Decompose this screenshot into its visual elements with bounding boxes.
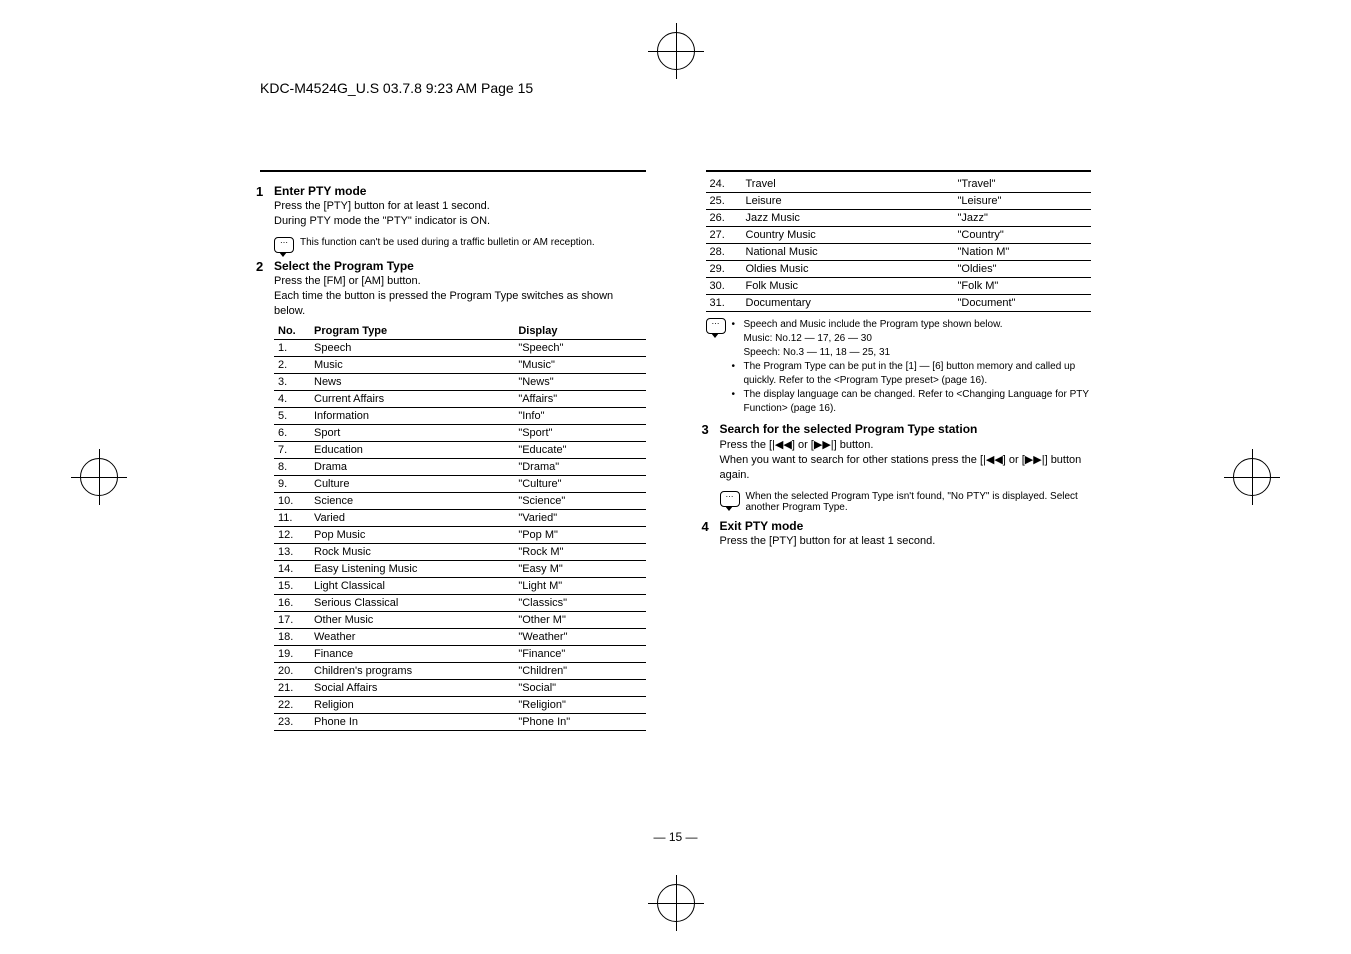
table-row: 27.Country Music"Country" <box>706 227 1092 244</box>
step-3-title: Search for the selected Program Type sta… <box>720 422 1092 436</box>
step-3-body: When you want to search for other statio… <box>720 453 1092 483</box>
step-4-title: Exit PTY mode <box>720 519 1092 533</box>
step-3-number: 3 <box>702 422 709 437</box>
table-row: 22.Religion"Religion" <box>274 696 646 713</box>
step-4: 4 Exit PTY mode Press the [PTY] button f… <box>706 519 1092 547</box>
table-row: 11.Varied"Varied" <box>274 509 646 526</box>
note-b3: The display language can be changed. Ref… <box>744 388 1092 416</box>
step-1: 1 Enter PTY mode Press the [PTY] button … <box>260 184 646 229</box>
step-1-note: ⋯ This function can't be used during a t… <box>274 237 646 253</box>
step-2-title: Select the Program Type <box>274 259 646 273</box>
step-3-note-text: When the selected Program Type isn't fou… <box>746 491 1092 513</box>
crop-mark-bottom <box>657 884 695 922</box>
table-row: 7.Education"Educate" <box>274 441 646 458</box>
note-b1: Speech and Music include the Program typ… <box>744 318 1003 332</box>
program-type-table-left: No. Program Type Display 1.Speech"Speech… <box>274 323 646 731</box>
table-row: 17.Other Music"Other M" <box>274 611 646 628</box>
table-row: 26.Jazz Music"Jazz" <box>706 210 1092 227</box>
table-row: 14.Easy Listening Music"Easy M" <box>274 560 646 577</box>
crop-mark-right <box>1233 458 1271 496</box>
table-row: 25.Leisure"Leisure" <box>706 193 1092 210</box>
table-row: 19.Finance"Finance" <box>274 645 646 662</box>
note-b1b: Speech: No.3 — 11, 18 — 25, 31 <box>732 346 1092 360</box>
th-no: No. <box>274 323 310 340</box>
note-b1a: Music: No.12 — 17, 26 — 30 <box>732 332 1092 346</box>
table-row: 6.Sport"Sport" <box>274 424 646 441</box>
step-1-body: During PTY mode the "PTY" indicator is O… <box>274 214 646 229</box>
right-notes-text: •Speech and Music include the Program ty… <box>732 318 1092 416</box>
step-4-number: 4 <box>702 519 709 534</box>
step-2: 2 Select the Program Type Press the [FM]… <box>260 259 646 731</box>
table-row: 1.Speech"Speech" <box>274 339 646 356</box>
page-number: — 15 — <box>653 830 697 844</box>
th-display: Display <box>514 323 645 340</box>
table-row: 15.Light Classical"Light M" <box>274 577 646 594</box>
table-row: 24.Travel"Travel" <box>706 176 1092 193</box>
step-1-sub: Press the [PTY] button for at least 1 se… <box>274 200 646 212</box>
step-2-body: Each time the button is pressed the Prog… <box>274 289 646 319</box>
table-row: 9.Culture"Culture" <box>274 475 646 492</box>
step-1-note-text: This function can't be used during a tra… <box>300 237 595 248</box>
step-3-sub: Press the [|◀◀] or [▶▶|] button. <box>720 438 1092 451</box>
step-1-title: Enter PTY mode <box>274 184 646 198</box>
table-row: 20.Children's programs"Children" <box>274 662 646 679</box>
th-pt: Program Type <box>310 323 514 340</box>
page-content: 1 Enter PTY mode Press the [PTY] button … <box>260 170 1091 810</box>
note-b2: The Program Type can be put in the [1] —… <box>744 360 1092 388</box>
table-row: 28.National Music"Nation M" <box>706 244 1092 261</box>
table-row: 4.Current Affairs"Affairs" <box>274 390 646 407</box>
step-4-sub: Press the [PTY] button for at least 1 se… <box>720 535 1092 547</box>
note-icon: ⋯ <box>706 318 726 334</box>
step-3-note: ⋯ When the selected Program Type isn't f… <box>720 491 1092 513</box>
table-row: 31.Documentary"Document" <box>706 295 1092 312</box>
table-row: 13.Rock Music"Rock M" <box>274 543 646 560</box>
table-row: 10.Science"Science" <box>274 492 646 509</box>
table-row: 8.Drama"Drama" <box>274 458 646 475</box>
table-row: 2.Music"Music" <box>274 356 646 373</box>
step-2-number: 2 <box>256 259 263 274</box>
left-column: 1 Enter PTY mode Press the [PTY] button … <box>260 170 646 810</box>
table-header-row: No. Program Type Display <box>274 323 646 340</box>
table-row: 5.Information"Info" <box>274 407 646 424</box>
table-row: 30.Folk Music"Folk M" <box>706 278 1092 295</box>
table-row: 3.News"News" <box>274 373 646 390</box>
table-row: 18.Weather"Weather" <box>274 628 646 645</box>
note-icon: ⋯ <box>274 237 294 253</box>
table-row: 29.Oldies Music"Oldies" <box>706 261 1092 278</box>
running-header: KDC-M4524G_U.S 03.7.8 9:23 AM Page 15 <box>260 80 533 96</box>
crop-mark-top <box>657 32 695 70</box>
step-1-number: 1 <box>256 184 263 199</box>
table-row: 12.Pop Music"Pop M" <box>274 526 646 543</box>
table-row: 23.Phone In"Phone In" <box>274 713 646 730</box>
right-column: 24.Travel"Travel"25.Leisure"Leisure"26.J… <box>706 170 1092 810</box>
note-icon: ⋯ <box>720 491 740 507</box>
step-3: 3 Search for the selected Program Type s… <box>706 422 1092 483</box>
table-row: 16.Serious Classical"Classics" <box>274 594 646 611</box>
step-2-sub: Press the [FM] or [AM] button. <box>274 275 646 287</box>
crop-mark-left <box>80 458 118 496</box>
table-row: 21.Social Affairs"Social" <box>274 679 646 696</box>
right-notes: ⋯ •Speech and Music include the Program … <box>706 318 1092 416</box>
program-type-table-right: 24.Travel"Travel"25.Leisure"Leisure"26.J… <box>706 176 1092 312</box>
